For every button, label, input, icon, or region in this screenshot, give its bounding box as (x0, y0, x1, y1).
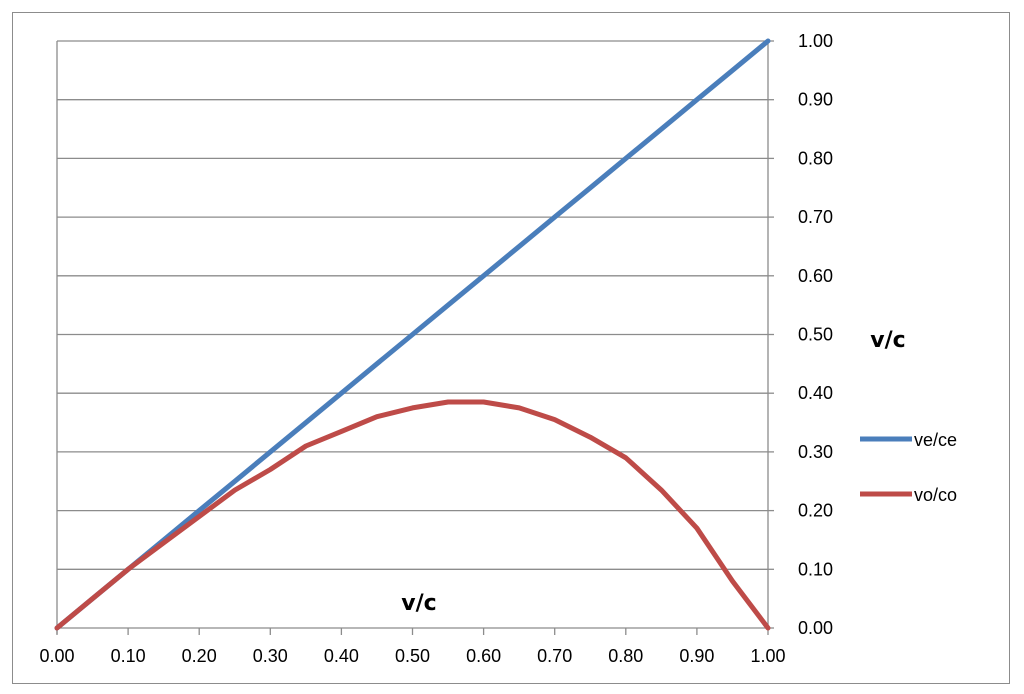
y-tick-label-2: 0.20 (798, 501, 833, 521)
legend-label-1: vo/co (914, 485, 957, 505)
legend: ve/ce vo/co (860, 430, 957, 505)
x-tick-label-2: 0.20 (182, 646, 217, 666)
x-tick-label-7: 0.70 (537, 646, 572, 666)
x-tick-label-3: 0.30 (253, 646, 288, 666)
y-tick-labels: 0.00 0.10 0.20 0.30 0.40 0.50 0.60 0.70 0.80 0.90… (798, 31, 833, 638)
y-tick-label-4: 0.40 (798, 383, 833, 403)
y-tick-label-10: 1.00 (798, 31, 833, 51)
chart-frame (12, 12, 1010, 684)
x-tick-label-6: 0.60 (466, 646, 501, 666)
y-tick-label-6: 0.60 (798, 266, 833, 286)
x-tick-label-0: 0.00 (39, 646, 74, 666)
y-tick-label-5: 0.50 (798, 325, 833, 345)
x-tick-labels: 0.00 0.10 0.20 0.30 0.40 0.50 0.60 0.70 0.80 0.90… (39, 646, 785, 666)
y-tick-label-3: 0.30 (798, 442, 833, 462)
series-lines (54, 38, 771, 631)
y-axis-title: v/c (870, 328, 905, 353)
x-tick-label-5: 0.50 (395, 646, 430, 666)
y-tick-label-7: 0.70 (798, 207, 833, 227)
series-line-vo-co (54, 399, 771, 631)
x-tick-label-4: 0.40 (324, 646, 359, 666)
y-tick-label-0: 0.00 (798, 618, 833, 638)
y-tick-label-1: 0.10 (798, 559, 833, 579)
legend-label-0: ve/ce (914, 430, 957, 450)
gridlines (57, 40, 768, 629)
axes (56, 40, 774, 635)
x-axis-title: v/c (401, 591, 436, 616)
x-tick-label-1: 0.10 (111, 646, 146, 666)
y-tick-label-9: 0.90 (798, 90, 833, 110)
x-tick-label-8: 0.80 (608, 646, 643, 666)
x-tick-label-10: 1.00 (750, 646, 785, 666)
y-tick-label-8: 0.80 (798, 148, 833, 168)
x-tick-label-9: 0.90 (679, 646, 714, 666)
